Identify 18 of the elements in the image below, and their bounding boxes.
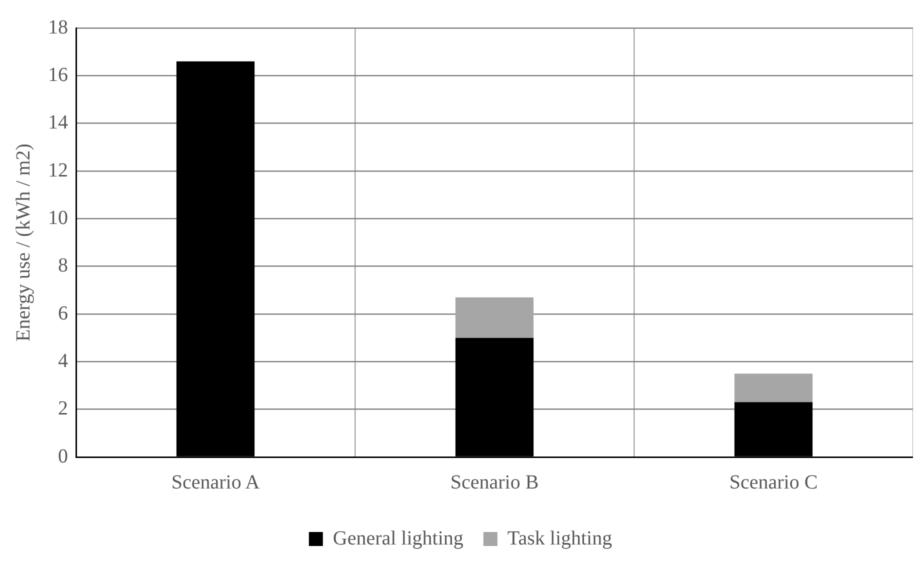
legend-label: General lighting (332, 527, 464, 550)
y-tick-label: 2 (58, 398, 68, 420)
y-tick-label: 12 (48, 159, 68, 182)
x-tick-label: Scenario C (729, 471, 818, 494)
y-tick-label: 8 (58, 254, 68, 277)
x-tick-label: Scenario A (171, 471, 260, 494)
y-tick-label: 6 (58, 302, 68, 324)
y-tick-label: 4 (58, 350, 68, 372)
x-tick-label: Scenario B (450, 471, 539, 494)
y-tick-label: 18 (48, 16, 68, 38)
legend-label: Task lighting (507, 527, 612, 550)
y-tick-label: 0 (58, 445, 68, 468)
bar (734, 374, 813, 402)
y-tick-label: 16 (48, 64, 68, 86)
y-axis-title: Energy use / (kWh / m2) (12, 144, 34, 342)
y-tick-label: 10 (48, 206, 68, 229)
bar (455, 297, 534, 338)
y-tick-label: 14 (48, 112, 68, 134)
